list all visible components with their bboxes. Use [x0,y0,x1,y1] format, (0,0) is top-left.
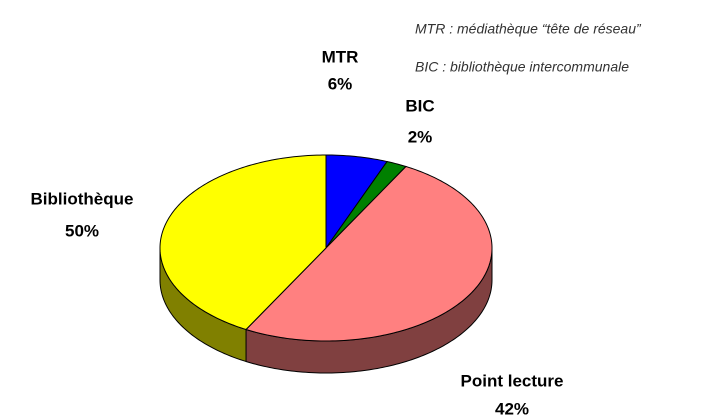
pie-slice [325,154,388,250]
value-label: 50% [65,221,99,240]
value-label: 42% [495,399,529,418]
annotation: MTR : médiathèque “tête de réseau” [415,21,642,37]
slice-label: Bibliothèque [31,189,134,208]
value-label: 6% [328,74,353,93]
annotation: BIC : bibliothèque intercommunale [415,59,629,75]
slice-label: MTR [322,47,359,66]
value-label: 2% [408,127,433,146]
slice-label: Point lecture [461,371,564,390]
pie-slice [245,165,493,342]
slice-label: BIC [405,96,434,115]
pie-slice [159,154,327,331]
